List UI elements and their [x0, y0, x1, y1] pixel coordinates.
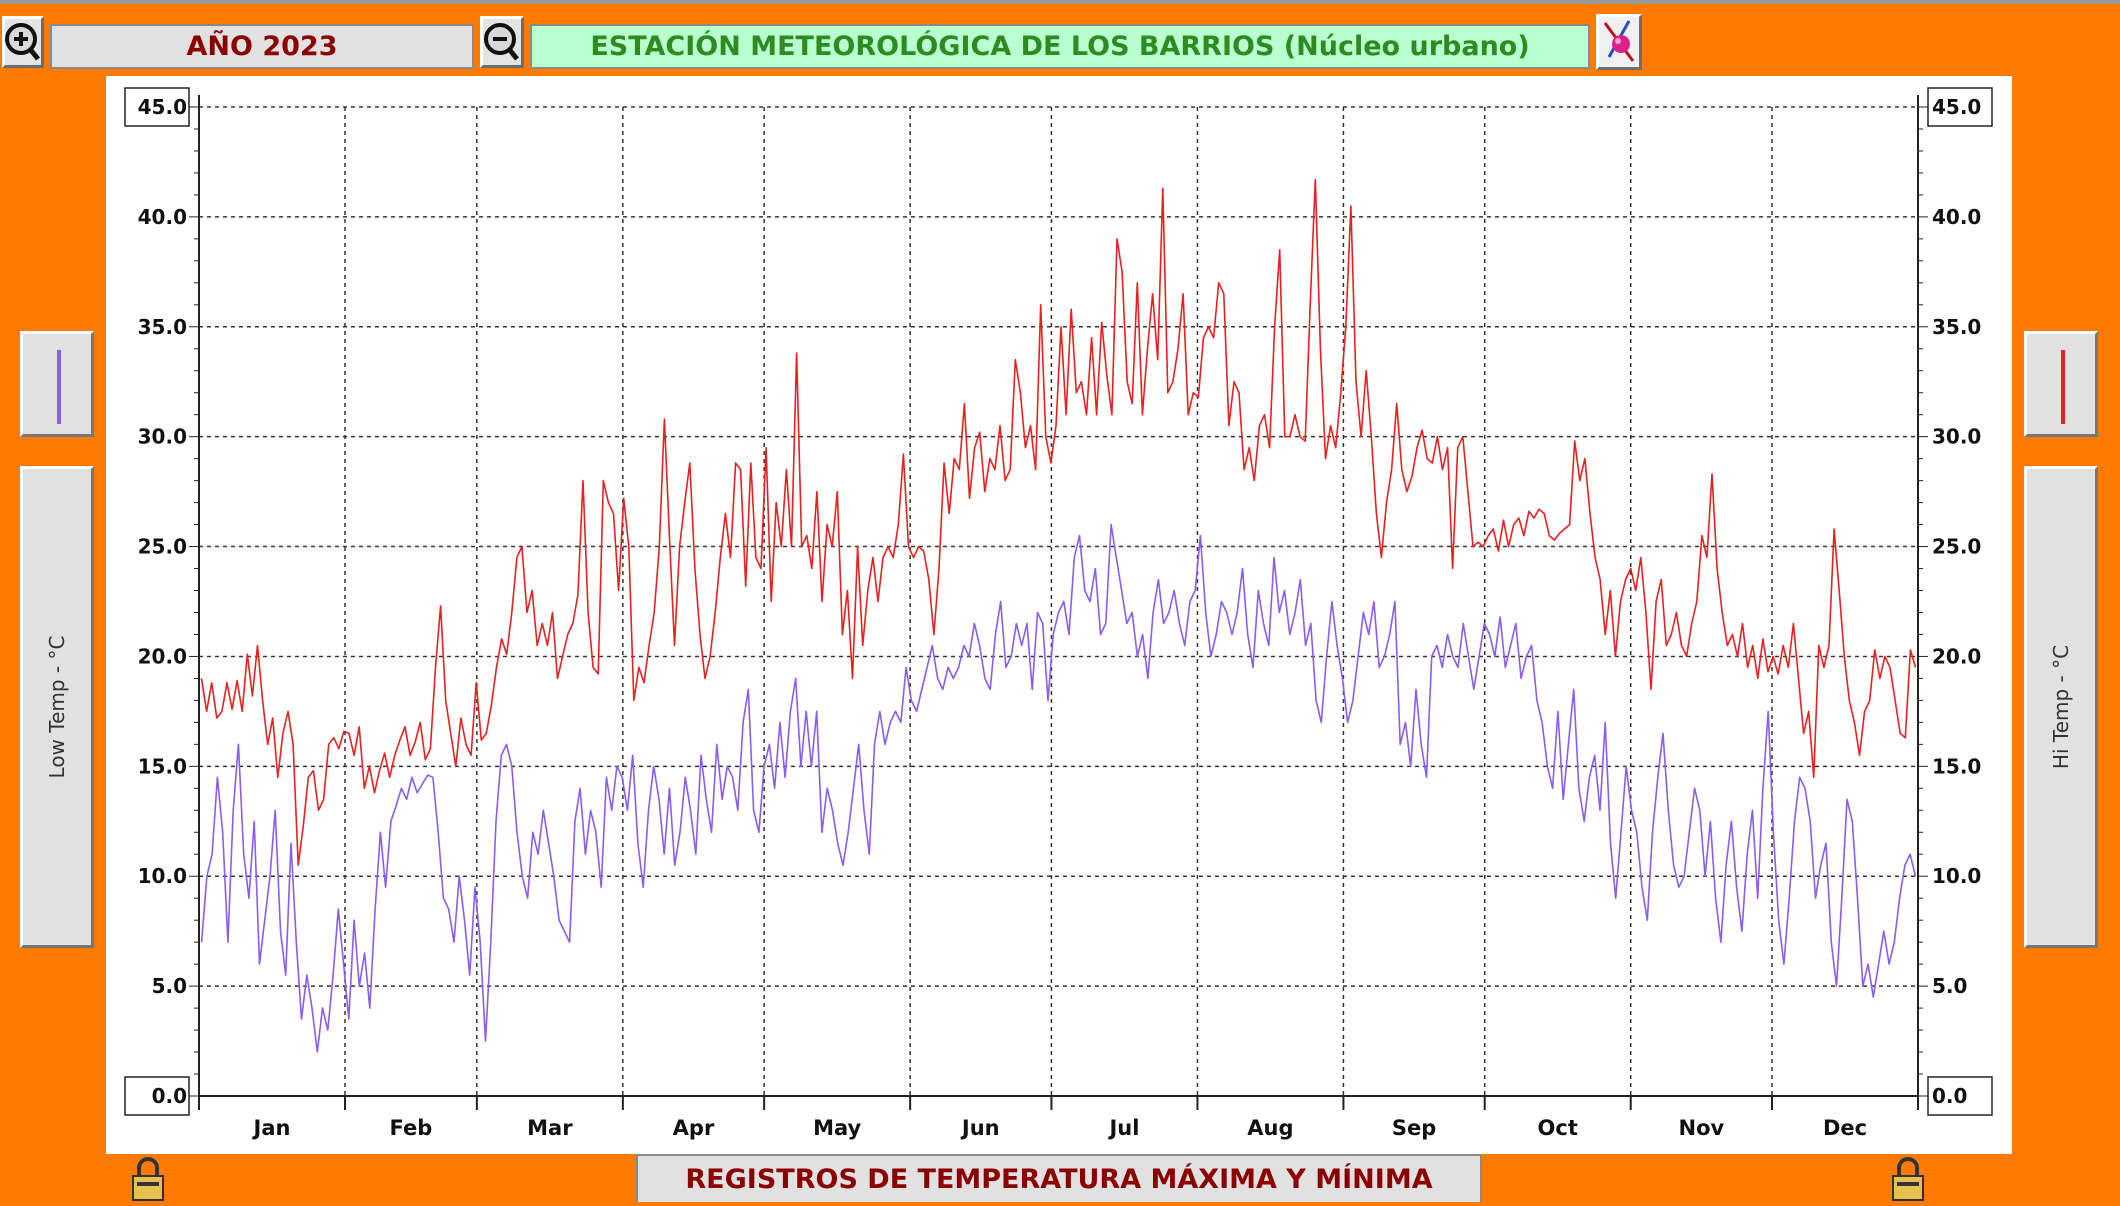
low-series-legend-swatch[interactable] — [20, 331, 94, 437]
hi-series-legend-swatch[interactable] — [2024, 331, 2098, 437]
x-tick-label-feb: Feb — [390, 1116, 433, 1140]
y-tick-label-left: 30.0 — [138, 425, 187, 449]
x-tick-label-nov: Nov — [1679, 1116, 1725, 1140]
left-lock-button[interactable] — [130, 1154, 166, 1202]
y-tick-label-left: 5.0 — [152, 974, 187, 998]
station-title: ESTACIÓN METEOROLÓGICA DE LOS BARRIOS (N… — [530, 24, 1590, 69]
window-top-edge — [0, 0, 2120, 4]
zoom-in-button[interactable] — [2, 16, 44, 68]
x-tick-label-jul: Jul — [1107, 1116, 1139, 1140]
y-tick-label-left: 20.0 — [138, 644, 187, 668]
zoom-out-icon — [484, 23, 519, 61]
hi-temp-series-line — [200, 178, 1917, 867]
y-tick-label-right: 30.0 — [1932, 425, 1981, 449]
y-tick-label-left: 35.0 — [138, 315, 187, 339]
y-end-box-left — [124, 87, 190, 127]
y-tick-label-left: 10.0 — [138, 864, 187, 888]
low-temp-axis-label: Low Temp - °C — [45, 635, 69, 779]
zoom-in-icon — [5, 23, 40, 61]
y-tick-label-left: 45.0 — [138, 95, 187, 119]
y-tick-label-right: 20.0 — [1932, 644, 1981, 668]
paint-button[interactable] — [1596, 14, 1642, 70]
x-tick-label-jun: Jun — [960, 1116, 1000, 1140]
x-tick-label-oct: Oct — [1538, 1116, 1578, 1140]
x-tick-label-mar: Mar — [527, 1116, 573, 1140]
y-tick-label-right: 0.0 — [1932, 1084, 1967, 1108]
paint-brush-icon — [1603, 20, 1635, 62]
x-tick-label-dec: Dec — [1823, 1116, 1867, 1140]
y-tick-label-left: 0.0 — [152, 1084, 187, 1108]
low-temp-axis-panel: Low Temp - °C — [20, 466, 94, 948]
y-tick-label-right: 25.0 — [1932, 535, 1981, 559]
y-tick-label-right: 15.0 — [1932, 754, 1981, 778]
x-tick-label-jan: Jan — [252, 1116, 291, 1140]
x-tick-label-aug: Aug — [1247, 1116, 1293, 1140]
y-tick-label-right: 40.0 — [1932, 205, 1981, 229]
lock-icon — [132, 1157, 164, 1201]
year-label: AÑO 2023 — [50, 24, 474, 69]
zoom-out-button[interactable] — [480, 16, 524, 68]
temperature-chart: 0.0 0.0 5.0 5.0 10.0 10.0 15.0 15.0 20.0 20.0 25.0… — [124, 87, 1993, 1140]
x-tick-label-sep: Sep — [1392, 1116, 1436, 1140]
y-tick-label-left: 15.0 — [138, 754, 187, 778]
y-tick-label-right: 5.0 — [1932, 974, 1967, 998]
y-end-box-left — [124, 1076, 190, 1116]
chart-caption: REGISTROS DE TEMPERATURA MÁXIMA Y MÍNIMA — [636, 1154, 1482, 1202]
y-end-box-right — [1927, 1076, 1993, 1116]
hi-series-line-sample — [2061, 350, 2065, 424]
low-temp-series-line — [200, 523, 1917, 1053]
lock-icon — [1892, 1157, 1924, 1201]
chart-area: 0.0 0.0 5.0 5.0 10.0 10.0 15.0 15.0 20.0 20.0 25.0… — [106, 76, 2012, 1154]
hi-temp-axis-label: Hi Temp - °C — [2049, 644, 2073, 770]
hi-temp-axis-panel: Hi Temp - °C — [2024, 466, 2098, 948]
y-tick-label-left: 25.0 — [138, 535, 187, 559]
right-lock-button[interactable] — [1890, 1154, 1926, 1202]
low-series-line-sample — [57, 350, 61, 424]
y-tick-label-right: 45.0 — [1932, 95, 1981, 119]
x-tick-label-may: May — [813, 1116, 861, 1140]
x-tick-label-apr: Apr — [673, 1116, 715, 1140]
y-tick-label-right: 10.0 — [1932, 864, 1981, 888]
y-tick-label-right: 35.0 — [1932, 315, 1981, 339]
y-tick-label-left: 40.0 — [138, 205, 187, 229]
